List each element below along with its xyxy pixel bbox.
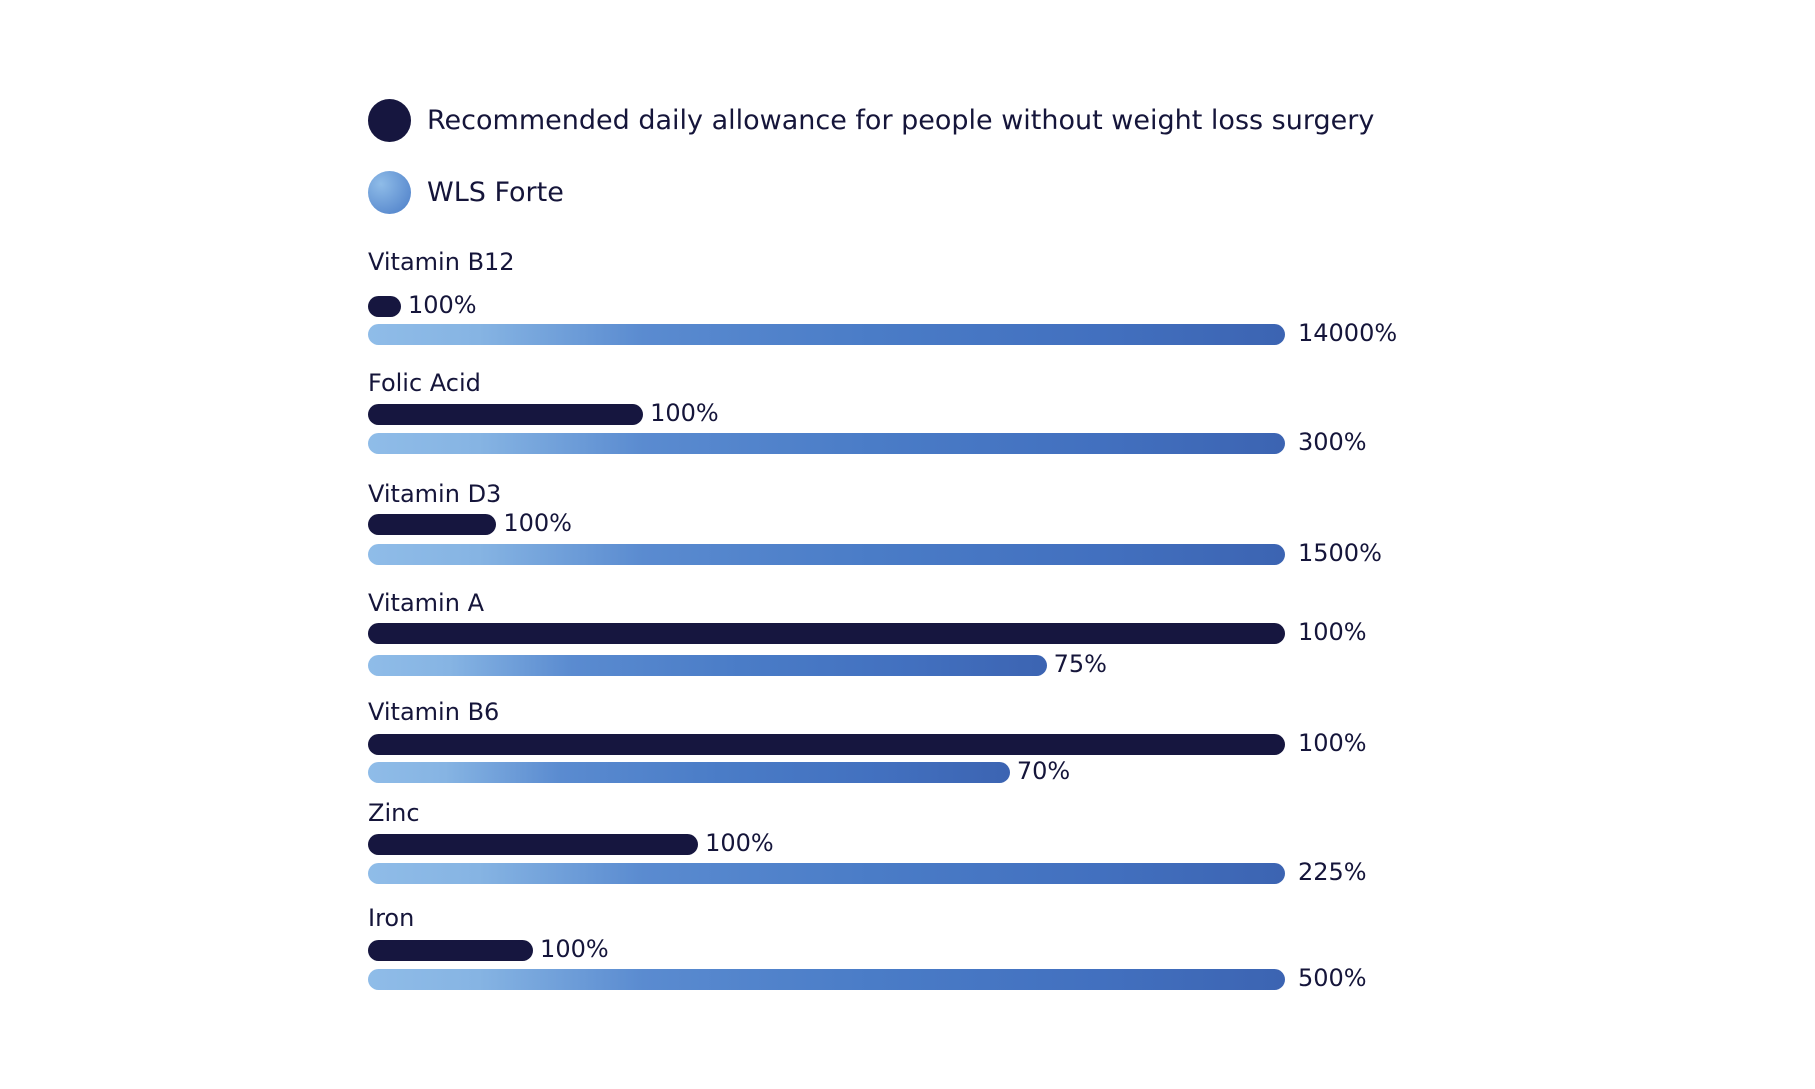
wls-forte-bar xyxy=(368,969,1285,990)
rda-value-label: 100% xyxy=(503,509,572,537)
wls-forte-bar xyxy=(368,544,1285,565)
rda-bar xyxy=(368,514,497,535)
category-label: Vitamin B6 xyxy=(368,698,500,726)
rda-bar xyxy=(368,834,699,855)
category-label: Iron xyxy=(368,904,415,932)
rda-value-label: 100% xyxy=(1298,618,1367,646)
category-label: Vitamin D3 xyxy=(368,480,502,508)
wls-forte-bar xyxy=(368,762,1010,783)
rda-bar xyxy=(368,940,534,961)
legend-wls-label: WLS Forte xyxy=(427,177,564,208)
legend-wls: WLS Forte xyxy=(368,171,564,214)
category-label: Zinc xyxy=(368,799,420,827)
legend-wls-swatch xyxy=(368,171,411,214)
wls-forte-value-label: 14000% xyxy=(1298,319,1398,347)
wls-forte-bar xyxy=(368,655,1047,676)
wls-forte-bar xyxy=(368,324,1285,345)
rda-bar xyxy=(368,404,644,425)
rda-value-label: 100% xyxy=(705,829,774,857)
wls-forte-value-label: 300% xyxy=(1298,428,1367,456)
legend-rda: Recommended daily allowance for people w… xyxy=(368,99,1374,142)
category-label: Vitamin B12 xyxy=(368,248,515,276)
wls-forte-bar xyxy=(368,433,1285,454)
wls-forte-bar xyxy=(368,863,1285,884)
wls-forte-value-label: 75% xyxy=(1053,650,1107,678)
category-label: Vitamin A xyxy=(368,589,484,617)
rda-bar xyxy=(368,296,401,317)
rda-value-label: 100% xyxy=(540,935,609,963)
category-label: Folic Acid xyxy=(368,369,481,397)
rda-value-label: 100% xyxy=(408,291,477,319)
wls-forte-value-label: 70% xyxy=(1016,757,1071,785)
wls-forte-value-label: 500% xyxy=(1298,964,1367,992)
rda-bar xyxy=(368,623,1285,644)
legend-rda-label: Recommended daily allowance for people w… xyxy=(427,105,1375,136)
rda-bar xyxy=(368,734,1285,755)
wls-forte-value-label: 1500% xyxy=(1298,539,1382,567)
rda-value-label: 100% xyxy=(1298,729,1367,757)
wls-forte-value-label: 225% xyxy=(1298,858,1367,886)
rda-value-label: 100% xyxy=(650,399,719,427)
legend-rda-swatch xyxy=(368,99,411,142)
